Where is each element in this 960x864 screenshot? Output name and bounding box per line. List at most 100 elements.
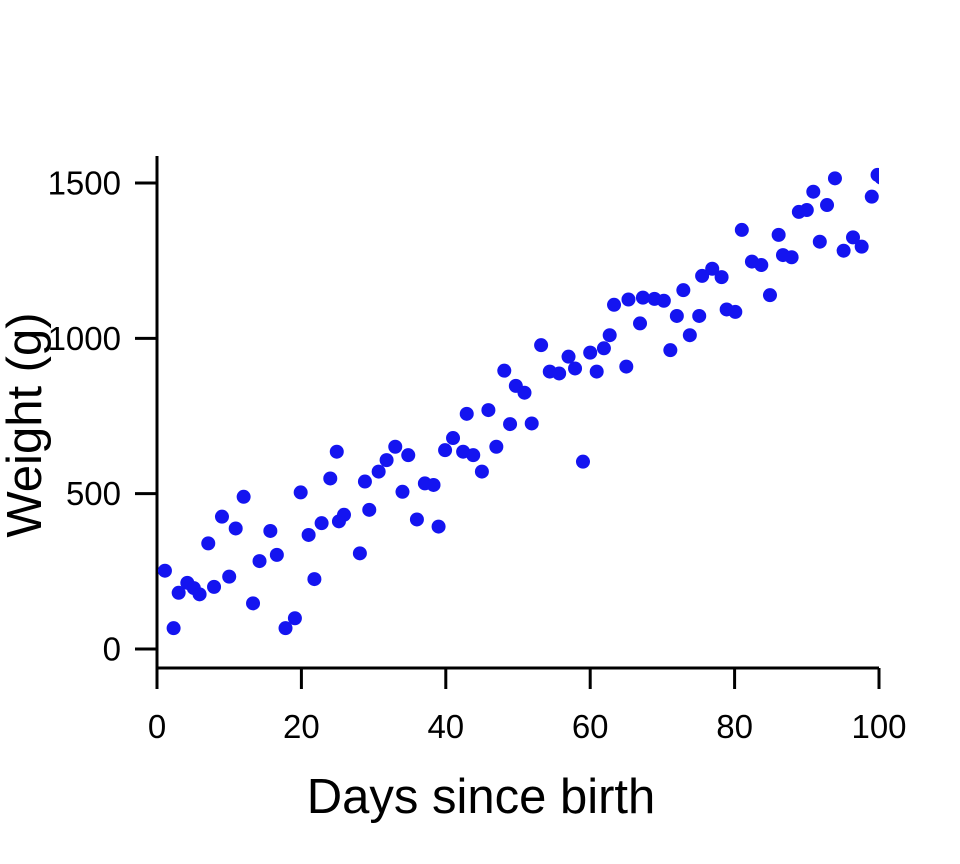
data-point: [635, 290, 650, 305]
axis-tick-labels: 0 500 1000 1500 0 20 40 60 80 100: [48, 164, 907, 745]
data-point: [409, 512, 424, 527]
x-tick-label: 100: [851, 708, 906, 745]
data-point: [329, 444, 344, 459]
data-point: [596, 341, 611, 356]
data-point: [474, 464, 489, 479]
data-point: [278, 621, 293, 636]
data-point: [201, 536, 216, 551]
data-point: [236, 489, 251, 504]
data-point: [874, 171, 879, 185]
data-point: [517, 385, 532, 400]
data-point: [812, 234, 827, 249]
y-tick-label: 1500: [48, 164, 121, 201]
data-point: [575, 454, 590, 469]
x-tick-label: 80: [716, 708, 753, 745]
data-point: [214, 509, 229, 524]
data-point: [589, 364, 604, 379]
data-point: [695, 268, 710, 283]
data-point: [682, 328, 697, 343]
data-point: [714, 270, 729, 285]
data-point: [734, 222, 749, 237]
data-point: [157, 563, 172, 578]
data-point: [552, 366, 567, 381]
x-tick-label: 40: [427, 708, 464, 745]
data-point: [293, 485, 308, 500]
data-point: [388, 439, 403, 454]
data-point: [379, 453, 394, 468]
data-point: [771, 227, 786, 242]
y-tick-label: 0: [103, 631, 121, 668]
data-point: [352, 546, 367, 561]
data-point: [762, 288, 777, 303]
data-point: [676, 283, 691, 298]
x-axis-label: Days since birth: [307, 770, 656, 824]
y-tick-label: 1000: [48, 320, 121, 357]
data-point: [222, 569, 237, 584]
data-point: [357, 474, 372, 489]
data-point: [263, 523, 278, 538]
data-point: [336, 507, 351, 522]
data-point: [395, 484, 410, 499]
x-tick-label: 60: [572, 708, 609, 745]
data-point: [314, 516, 329, 531]
data-point: [301, 527, 316, 542]
data-point: [401, 448, 416, 463]
data-point: [446, 431, 461, 446]
data-point: [431, 519, 446, 534]
data-point: [166, 621, 181, 636]
data-point: [466, 448, 481, 463]
data-point: [207, 579, 222, 594]
data-point: [171, 585, 186, 600]
y-tick-label: 500: [66, 475, 121, 512]
data-point: [784, 250, 799, 265]
data-point: [362, 502, 377, 517]
data-point: [323, 471, 338, 486]
data-point: [489, 439, 504, 454]
data-point: [568, 361, 583, 376]
data-point: [269, 547, 284, 562]
data-point: [583, 345, 598, 360]
data-point: [534, 338, 549, 353]
axes: [155, 156, 879, 670]
data-point: [252, 554, 267, 569]
data-point: [836, 243, 851, 258]
data-point: [561, 349, 576, 364]
x-tick-label: 20: [283, 708, 320, 745]
data-point: [854, 239, 869, 254]
data-point: [307, 572, 322, 587]
data-points-layer: [157, 167, 879, 636]
data-point: [524, 416, 539, 431]
data-point: [806, 184, 821, 199]
data-point: [669, 308, 684, 323]
data-point: [371, 464, 386, 479]
data-point: [228, 521, 243, 536]
data-point: [438, 443, 453, 458]
axis-ticks: [135, 181, 881, 689]
data-point: [820, 198, 835, 213]
data-point: [692, 308, 707, 323]
data-point: [287, 611, 302, 626]
data-point: [728, 304, 743, 319]
data-point: [827, 171, 842, 186]
data-point: [602, 328, 617, 343]
data-point: [497, 363, 512, 378]
data-point: [799, 203, 814, 218]
data-point: [459, 406, 474, 421]
data-point: [192, 587, 207, 602]
data-point: [426, 477, 441, 492]
y-axis-label: Weight (g): [0, 312, 52, 537]
data-point: [246, 596, 261, 611]
data-point: [633, 316, 648, 331]
data-point: [656, 293, 671, 308]
data-point: [663, 343, 678, 358]
data-point: [619, 359, 634, 374]
data-point: [846, 230, 861, 245]
data-point: [864, 189, 879, 204]
data-point: [754, 258, 769, 273]
data-point: [705, 261, 720, 276]
data-point: [481, 403, 496, 418]
data-point: [503, 417, 518, 432]
data-point: [621, 292, 636, 307]
